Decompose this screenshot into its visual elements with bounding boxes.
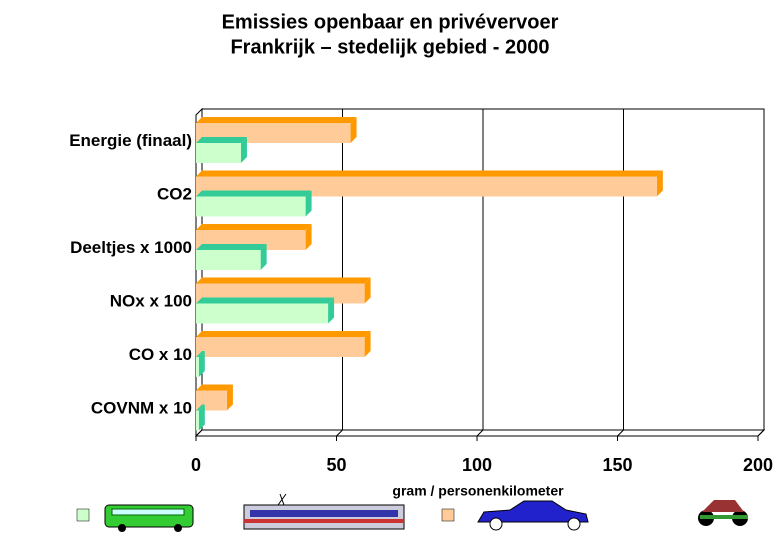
- bar-side: [328, 297, 335, 324]
- grid-line: [757, 109, 765, 437]
- bar-top: [196, 170, 663, 177]
- bar-top: [196, 137, 247, 143]
- bar: [196, 357, 199, 377]
- bar-side: [305, 224, 312, 250]
- bar-top: [196, 277, 371, 284]
- motorcycle-icon: [698, 500, 748, 526]
- bar-top: [196, 404, 205, 411]
- bar-side: [226, 384, 233, 411]
- tram-icon: [243, 493, 405, 530]
- x-tick-label: 0: [191, 455, 201, 475]
- bar-top: [196, 244, 267, 250]
- y-tick-label: CO2: [157, 185, 192, 204]
- legend-swatch: [441, 508, 455, 522]
- y-tick-label: Deeltjes x 1000: [70, 238, 192, 257]
- grid-line: [336, 109, 343, 437]
- bar-side: [305, 190, 312, 217]
- bar: [196, 337, 365, 357]
- bar: [196, 250, 261, 270]
- plot-area: 0 50 100 150 200 Energie (finaal) CO2 Deeltjes …: [69, 107, 773, 475]
- x-tick-label: 50: [326, 455, 346, 475]
- car-icon: [477, 500, 589, 531]
- bus-icon: [104, 504, 194, 532]
- bar-top: [196, 384, 233, 391]
- x-tick-label: 100: [462, 455, 492, 475]
- x-tick-label: 150: [602, 455, 632, 475]
- x-axis-label: gram / personenkilometer: [392, 483, 564, 499]
- bar: [196, 143, 241, 163]
- chart-title: Emissies openbaar en privévervoer: [222, 11, 559, 33]
- y-tick-label: Energie (finaal): [69, 131, 192, 150]
- grid-line: [476, 109, 484, 437]
- bar-side: [656, 170, 663, 197]
- bar-top: [196, 190, 312, 197]
- bar-top: [196, 117, 357, 123]
- bar-side: [350, 117, 357, 143]
- bar: [196, 196, 306, 217]
- bar-top: [196, 351, 205, 357]
- y-tick-label: COVNM x 10: [91, 399, 192, 418]
- bar-side: [364, 331, 371, 357]
- bar-top: [196, 331, 371, 337]
- bar-top: [196, 224, 312, 230]
- bar-side: [198, 351, 205, 377]
- grid-line: [617, 109, 624, 437]
- chart-subtitle: Frankrijk – stedelijk gebied - 2000: [230, 36, 549, 58]
- bar-side: [198, 404, 205, 431]
- legend-swatch: [76, 508, 90, 522]
- bar-side: [364, 277, 371, 304]
- legend: [76, 493, 748, 532]
- bar: [196, 303, 329, 324]
- bar-side: [240, 137, 247, 163]
- y-tick-label: CO x 10: [129, 345, 192, 364]
- bar: [196, 410, 199, 431]
- bar-side: [260, 244, 267, 270]
- x-tick-label: 200: [743, 455, 773, 475]
- bar-top: [196, 297, 335, 304]
- y-tick-label: NOx x 100: [110, 292, 192, 311]
